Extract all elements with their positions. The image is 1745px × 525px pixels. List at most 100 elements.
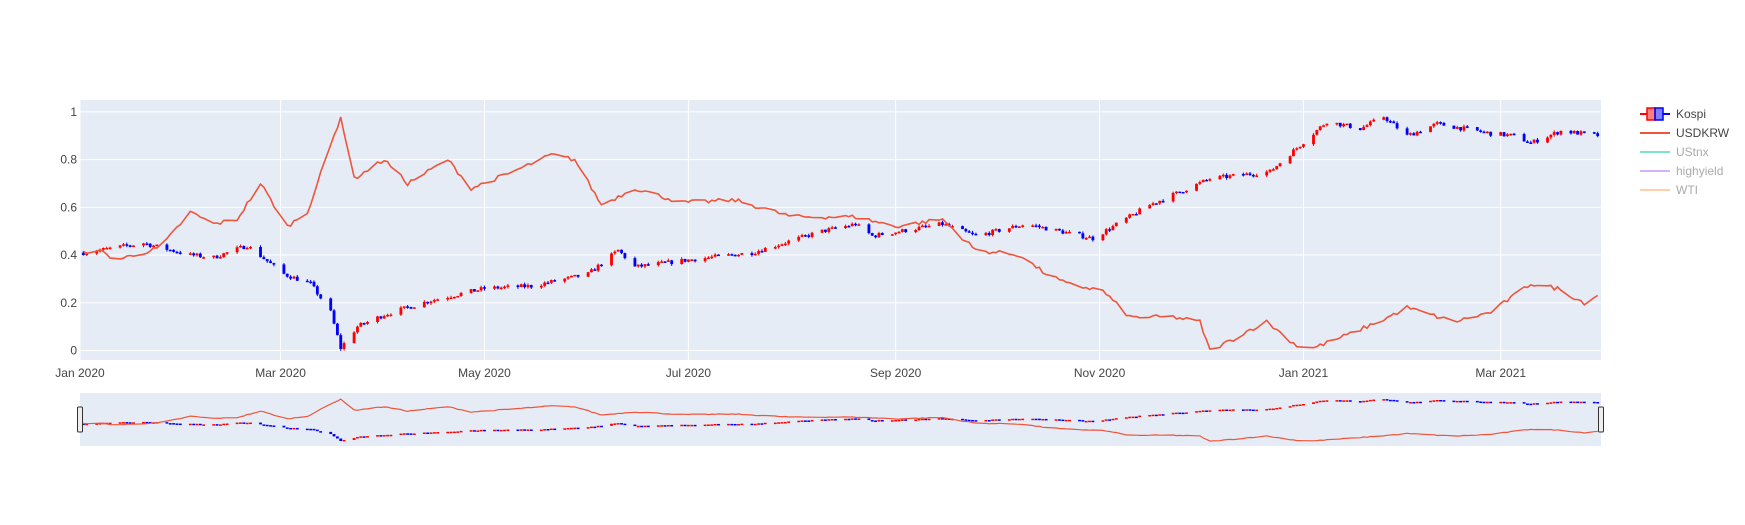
range-slider-candle (1014, 418, 1018, 421)
range-slider-candle (727, 423, 730, 426)
range-slider-candle (870, 420, 874, 422)
kospi-candle (118, 245, 122, 249)
range-slider-candle (516, 429, 520, 432)
range-slider-candle (412, 433, 416, 435)
range-slider-candle (1021, 418, 1025, 421)
range-slider-candle (198, 423, 202, 426)
kospi-candle (613, 250, 617, 255)
main-plot-area[interactable] (79, 100, 1601, 360)
kospi-candle (787, 239, 791, 246)
range-slider-candle (429, 432, 433, 434)
kospi-candle (215, 254, 219, 259)
range-slider-candle (1395, 400, 1399, 402)
range-slider-candle (690, 424, 694, 427)
range-slider-candle (1201, 410, 1205, 412)
kospi-candle (289, 275, 293, 280)
kospi-candle (800, 233, 804, 238)
kospi-candle (1392, 120, 1396, 124)
range-slider-candle (215, 424, 219, 426)
kospi-candle (693, 259, 697, 263)
range-slider-right-handle[interactable] (1598, 406, 1604, 433)
legend-item-wti[interactable]: WTI (1640, 183, 1698, 197)
kospi-candle (359, 322, 363, 327)
kospi-candle (1275, 165, 1279, 170)
range-slider-candle (295, 427, 299, 430)
legend-item-ustnx[interactable]: UStnx (1640, 145, 1709, 159)
kospi-candle (553, 279, 557, 282)
range-slider-candle (1412, 401, 1416, 404)
range-slider-candle (660, 425, 664, 427)
kospi-candle (576, 274, 580, 279)
range-slider-candle (1241, 409, 1245, 411)
kospi-candle (854, 222, 857, 227)
kospi-candle (285, 273, 289, 278)
kospi-candle (991, 229, 995, 237)
range-slider-candle (1429, 400, 1432, 403)
kospi-candle (473, 289, 476, 292)
kospi-candle (1245, 172, 1249, 176)
legend-item-usdkrw[interactable]: USDKRW (1640, 126, 1730, 140)
range-slider-candle (128, 422, 132, 424)
range-slider-candle (961, 418, 964, 421)
kospi-candle (242, 245, 246, 250)
range-slider-candle (620, 423, 623, 425)
range-slider-left-handle[interactable] (77, 406, 83, 433)
range-slider-candle (125, 422, 129, 424)
kospi-candle (566, 276, 570, 280)
range-slider[interactable] (77, 393, 1604, 446)
kospi-candle (937, 222, 941, 227)
range-slider-candle (422, 432, 426, 434)
kospi-candle (1298, 146, 1302, 150)
range-slider-candle (1268, 408, 1272, 411)
range-slider-candle (142, 421, 145, 424)
range-slider-candle (880, 420, 884, 422)
range-slider-candle (426, 432, 430, 434)
range-slider-candle (262, 424, 266, 426)
x-gridlines (79, 100, 1502, 360)
range-slider-candle (1175, 412, 1178, 415)
kospi-candle (476, 290, 480, 293)
kospi-candle (352, 331, 356, 344)
kospi-candle (1061, 228, 1065, 235)
range-slider-candle (108, 422, 112, 425)
kospi-candle (1084, 236, 1088, 240)
kospi-candle (961, 225, 964, 230)
kospi-candle (1479, 129, 1483, 133)
range-slider-candle (857, 418, 861, 420)
range-slider-candle (737, 423, 740, 426)
kospi-candle (850, 222, 854, 227)
kospi-candle (820, 229, 824, 234)
range-slider-candle (1556, 401, 1559, 404)
legend-item-highyield[interactable]: highyield (1640, 164, 1723, 178)
kospi-candle (142, 242, 145, 248)
range-slider-candle (1409, 401, 1412, 404)
range-slider-candle (239, 422, 242, 424)
kospi-candle (844, 224, 847, 230)
kospi-candle (686, 259, 690, 263)
range-slider-candle (1368, 399, 1372, 402)
kospi-candle (503, 285, 506, 290)
range-slider-candle (920, 418, 924, 421)
legend: Kospi USDKRW UStnx highyield WTI (1640, 107, 1730, 197)
range-slider-candle (432, 432, 436, 434)
kospi-candle (1315, 129, 1319, 136)
kospi-candle (188, 252, 192, 255)
range-slider-candle (666, 424, 670, 427)
kospi-candle (1081, 231, 1085, 240)
range-slider-candle (282, 425, 286, 428)
range-slider-candle (616, 423, 620, 425)
range-slider-candle (686, 424, 690, 427)
range-slider-candle (683, 424, 687, 427)
range-slider-candle (352, 437, 356, 440)
kospi-candle (620, 249, 623, 255)
kospi-candle (643, 263, 647, 269)
range-slider-candle (1362, 400, 1366, 403)
kospi-candle (1302, 143, 1305, 149)
range-slider-candle (994, 419, 998, 421)
range-slider-candle (543, 429, 547, 431)
kospi-candle (663, 261, 667, 263)
legend-item-kospi[interactable]: Kospi (1640, 107, 1706, 121)
range-slider-candle (1208, 410, 1212, 412)
range-slider-candle (1312, 402, 1315, 405)
x-tick-label: Nov 2020 (1074, 366, 1126, 380)
